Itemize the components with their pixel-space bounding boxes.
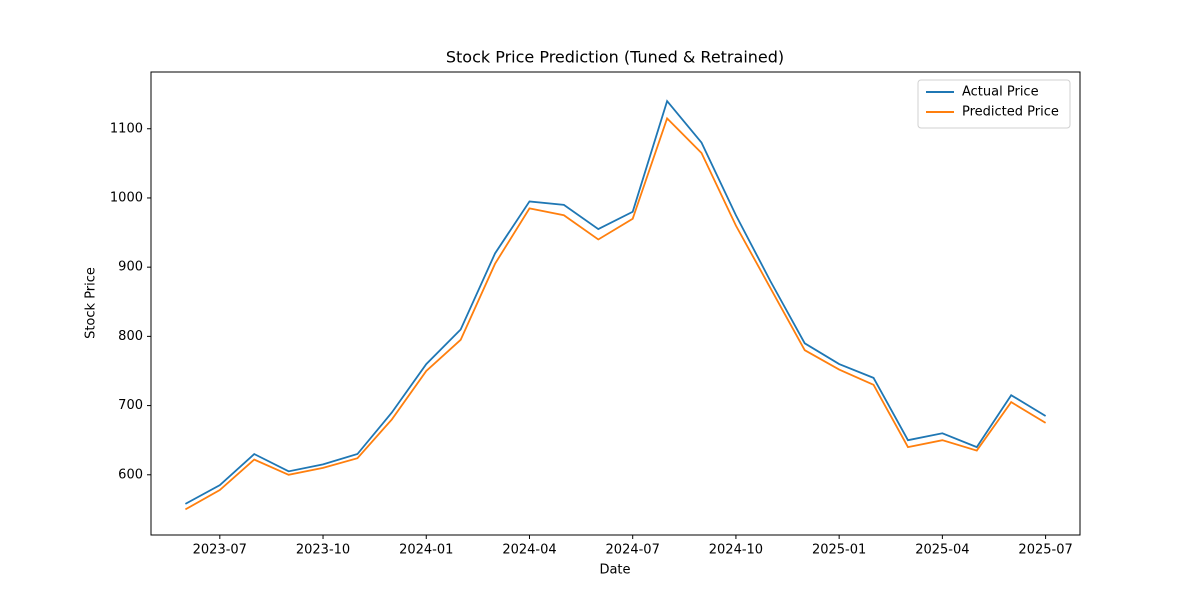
x-axis-label: Date <box>599 563 630 578</box>
x-tick-label: 2025-04 <box>915 543 969 558</box>
price-line <box>184 99 1047 505</box>
y-tick-label: 600 <box>118 467 143 482</box>
x-tick-label: 2025-01 <box>812 543 866 558</box>
x-tick-label: 2023-10 <box>296 543 350 558</box>
legend-box <box>917 79 1071 129</box>
x-tick-label: 2024-10 <box>709 543 763 558</box>
y-tick-label: 900 <box>118 260 143 275</box>
y-axis-label: Stock Price <box>84 267 99 339</box>
y-tick-label: 800 <box>118 329 143 344</box>
chart-title: Stock Price Prediction (Tuned & Retraine… <box>446 48 784 67</box>
legend-label: Predicted Price <box>962 105 1059 120</box>
x-tick-label: 2024-07 <box>606 543 660 558</box>
x-tick-label: 2024-04 <box>502 543 556 558</box>
x-tick-label: 2023-07 <box>193 543 247 558</box>
y-tick-label: 700 <box>118 398 143 413</box>
x-tick-label: 2025-07 <box>1018 543 1072 558</box>
plot-frame <box>150 71 1081 536</box>
x-tick-label: 2024-01 <box>399 543 453 558</box>
y-tick-label: 1100 <box>110 121 143 136</box>
legend-label: Actual Price <box>962 85 1039 100</box>
y-tick-label: 1000 <box>110 190 143 205</box>
price-line <box>184 116 1047 511</box>
